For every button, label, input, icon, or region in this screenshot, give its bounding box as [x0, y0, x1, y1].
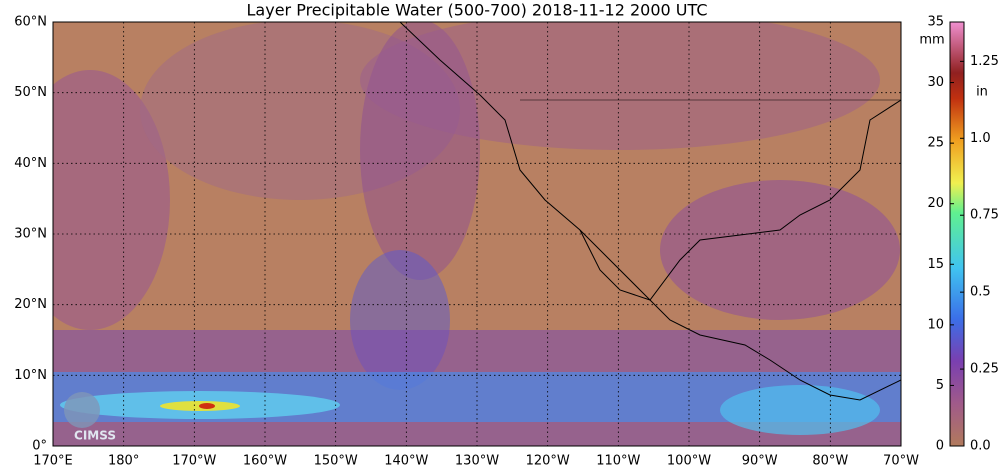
- lat-label: 20°N: [14, 297, 47, 312]
- lon-label: 70°W: [883, 454, 919, 469]
- colorbar-label: 15: [927, 257, 944, 272]
- logo-text: CIMSS: [74, 429, 116, 443]
- lat-label: 60°N: [14, 15, 47, 30]
- colorbar: [949, 21, 965, 447]
- lat-label: 10°N: [14, 368, 47, 383]
- colorbar-unit: in: [976, 85, 988, 100]
- colorbar-label: 25: [927, 136, 944, 151]
- lon-label: 150°W: [314, 454, 358, 469]
- colorbar-label: 0.75: [970, 208, 999, 223]
- colorbar-unit: mm: [919, 33, 944, 48]
- imagery: [53, 22, 901, 446]
- lon-label: 120°W: [526, 454, 570, 469]
- lat-label: 0°: [32, 439, 47, 454]
- lon-label: 170°W: [172, 454, 216, 469]
- lon-label: 110°W: [596, 454, 640, 469]
- lon-label: 180°: [108, 454, 139, 469]
- lat-label: 40°N: [14, 156, 47, 171]
- lon-label: 90°W: [742, 454, 778, 469]
- colorbar-label: 1.25: [970, 54, 999, 69]
- lon-label: 80°W: [812, 454, 848, 469]
- lon-label: 160°W: [243, 454, 287, 469]
- colorbar-label: 0.0: [970, 439, 991, 454]
- colorbar-label: 10: [927, 317, 944, 332]
- lon-label: 100°W: [667, 454, 711, 469]
- colorbar-label: 0.25: [970, 362, 999, 377]
- colorbar-label: 5: [936, 378, 944, 393]
- lon-label: 130°W: [455, 454, 499, 469]
- colorbar-label: 0.5: [970, 285, 991, 300]
- lat-label: 30°N: [14, 227, 47, 242]
- colorbar-label: 0: [936, 439, 944, 454]
- colorbar-label: 30: [927, 75, 944, 90]
- lon-label: 140°W: [384, 454, 428, 469]
- logo: CIMSS: [64, 392, 116, 443]
- lat-label: 50°N: [14, 85, 47, 100]
- colorbar-label: 35: [927, 15, 944, 30]
- colorbar-label: 1.0: [970, 131, 991, 146]
- lon-label: 170°E: [33, 454, 73, 469]
- colorbar-label: 20: [927, 196, 944, 211]
- title: Layer Precipitable Water (500-700) 2018-…: [247, 1, 708, 20]
